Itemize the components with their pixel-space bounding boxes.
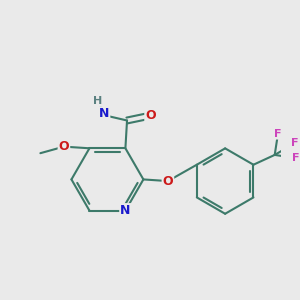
Text: O: O xyxy=(163,175,173,188)
Text: H: H xyxy=(93,96,102,106)
Text: O: O xyxy=(145,109,156,122)
Text: N: N xyxy=(99,107,109,120)
Text: N: N xyxy=(120,204,130,217)
Text: F: F xyxy=(291,139,298,148)
Text: F: F xyxy=(274,129,282,139)
Text: O: O xyxy=(58,140,69,153)
Text: F: F xyxy=(292,153,300,163)
